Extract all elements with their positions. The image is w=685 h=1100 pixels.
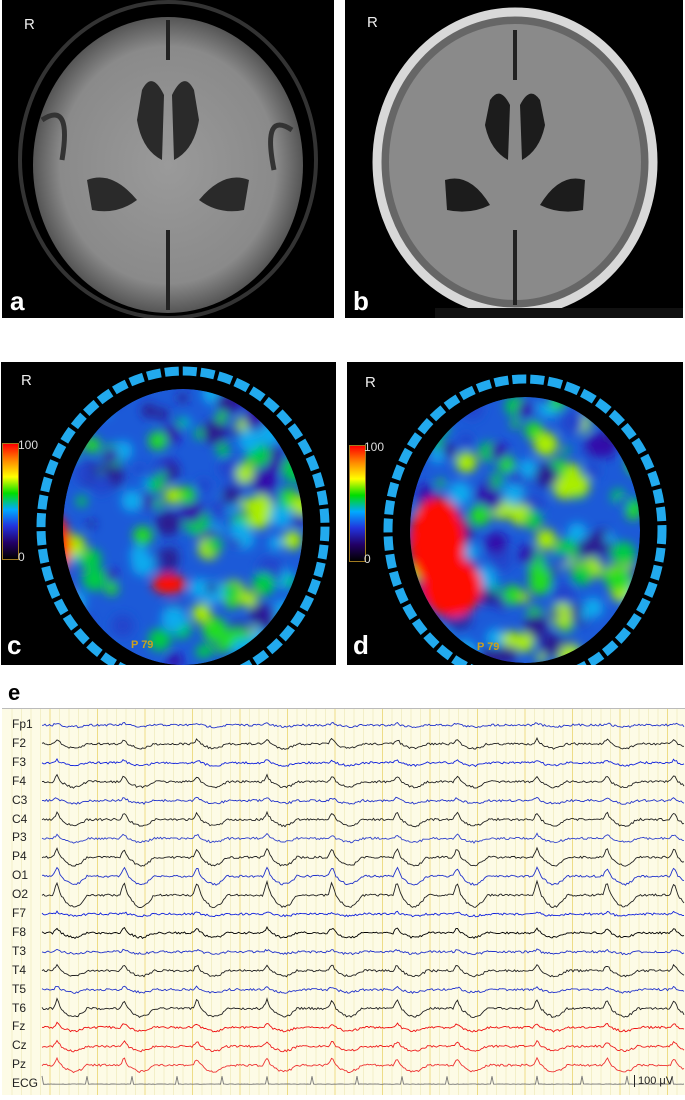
panel-label: b [353,286,369,316]
channel-label: F4 [12,773,27,788]
channel-label: O1 [12,868,29,883]
channel-label: F3 [12,754,27,769]
scalp-rim [383,374,667,665]
eeg-trace-fz [41,1021,685,1033]
channel-label: Pz [12,1057,27,1072]
channel-label: T3 [12,943,27,958]
orientation-label: R [365,374,376,391]
eeg-trace-f7 [41,910,685,918]
eeg-trace-f4 [41,773,685,789]
colorbar-min-label: 0 [364,552,371,566]
perfusion-map-image [383,374,667,665]
channel-label: F8 [12,924,27,939]
eeg-trace-t6 [41,997,685,1018]
colorbar-max-label: 100 [364,440,385,454]
channel-label: C3 [12,792,28,807]
eeg-recording: Fp1 F2 F3 F4 C3 C4 P3 P4 O1 O2 F7 F8 T3 T4 T5 T6 Fz Cz Pz E… [2,708,685,1095]
channel-label: T5 [12,981,27,996]
panel-label: d [353,630,369,660]
eeg-trace-fp1 [41,721,685,729]
channel-label: O2 [12,887,29,902]
slice-label: P 79 [477,641,500,653]
perfusion-map-image [36,366,330,665]
eeg-trace-t3 [41,948,685,956]
colorbar-min-label: 0 [18,550,25,564]
scale-bar: 100 μV [634,1075,673,1087]
eeg-trace-p3 [41,832,684,844]
eeg-trace-c3 [41,796,685,805]
channel-label: C4 [12,811,28,826]
panel-b-flair: R b [345,0,683,318]
scalp-rim [36,366,330,665]
eeg-traces [11,709,685,1095]
channel-label: Cz [12,1038,27,1053]
colorbar [2,443,19,560]
orientation-label: R [24,16,35,33]
orientation-label: R [367,14,378,31]
eeg-trace-f3 [41,757,685,768]
eeg-trace-c4 [41,810,685,828]
eeg-trace-cz [41,1039,685,1053]
panel-c-perfusion-map: R 100 0 P 79 c [1,362,336,665]
channel-label: ECG [12,1076,39,1091]
colorbar [349,445,366,562]
colorbar-max-label: 100 [18,438,39,452]
channel-label: T4 [12,962,27,977]
panel-label: a [10,286,25,316]
channel-label: Fp1 [12,717,33,731]
orientation-label: R [21,372,32,389]
panel-d-perfusion-map: R 100 0 P 79 d [347,362,683,665]
eeg-trace-ecg [41,1075,685,1085]
eeg-trace-t5 [41,985,685,995]
dwi-brain-image [18,0,318,318]
panel-label: c [7,630,22,660]
flair-brain-image [345,7,683,318]
channel-label: T6 [12,1000,27,1015]
eeg-trace-t4 [41,963,685,978]
channel-label: Fz [12,1019,26,1034]
channel-label: F2 [12,735,27,750]
panel-a-dwi: R a [2,0,334,318]
eeg-trace-o2 [41,879,685,909]
channel-label: P3 [12,830,27,845]
eeg-trace-p4 [41,846,685,867]
channel-label: F7 [12,906,27,920]
channel-label: P4 [12,849,27,864]
eeg-trace-pz [41,1056,685,1074]
eeg-trace-f2 [41,737,684,750]
panel-label: e [8,680,21,705]
eeg-trace-f8 [41,925,685,940]
slice-label: P 79 [131,639,154,651]
eeg-trace-o1 [41,866,685,886]
